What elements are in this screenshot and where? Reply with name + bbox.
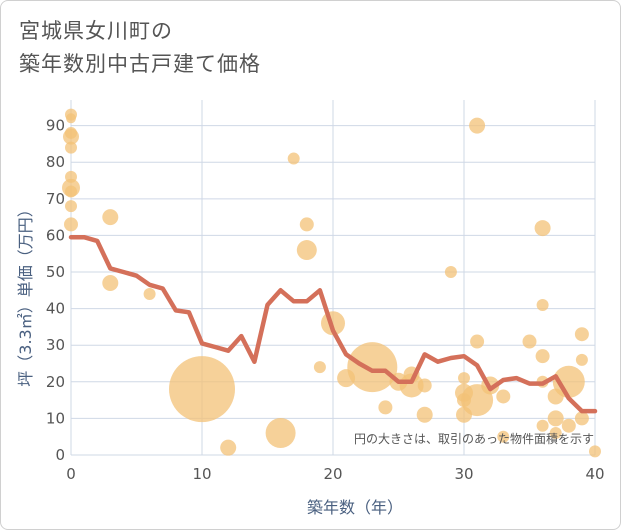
y-tick-label: 80 <box>46 153 65 171</box>
y-tick-label: 10 <box>46 409 65 427</box>
average-price-line <box>68 234 598 414</box>
x-axis-ticks: 0 10 20 30 40 <box>66 465 604 483</box>
bubble-layer <box>62 108 601 458</box>
y-tick-label: 40 <box>46 300 65 318</box>
data-bubble <box>470 334 485 349</box>
data-bubble <box>143 287 156 300</box>
data-bubble <box>444 266 457 279</box>
y-axis-title: 坪（3.3㎡）単価（万円） <box>16 201 35 386</box>
chart-title-line1: 宮城県女川町の <box>19 19 173 43</box>
x-tick-label: 30 <box>454 465 473 483</box>
data-bubble <box>458 372 470 385</box>
x-axis-title: 築年数（年） <box>307 498 403 517</box>
x-tick-label: 10 <box>192 465 211 483</box>
data-bubble <box>63 128 79 145</box>
data-bubble <box>547 410 564 427</box>
data-bubble <box>522 334 537 349</box>
data-bubble <box>497 430 510 443</box>
y-tick-label: 60 <box>46 226 65 244</box>
data-bubble <box>549 427 562 440</box>
x-tick-label: 40 <box>585 465 604 483</box>
y-tick-label: 70 <box>46 190 65 208</box>
y-tick-label: 50 <box>46 263 65 281</box>
data-bubble <box>574 411 589 426</box>
data-bubble <box>287 152 300 165</box>
chart-title: 宮城県女川町の 築年数別中古戸建て価格 <box>19 15 261 81</box>
data-bubble <box>399 373 424 398</box>
data-bubble <box>417 378 432 393</box>
data-bubble <box>102 274 119 291</box>
data-bubble <box>265 418 296 449</box>
data-bubble <box>536 419 549 432</box>
data-bubble <box>65 185 77 198</box>
chart-title-line2: 築年数別中古戸建て価格 <box>19 52 261 76</box>
data-bubble <box>416 406 433 423</box>
data-bubble <box>65 200 77 213</box>
data-bubble <box>102 209 119 226</box>
data-bubble <box>66 113 76 124</box>
data-bubble <box>64 217 78 232</box>
data-bubble <box>561 418 576 433</box>
x-tick-label: 20 <box>323 465 342 483</box>
data-bubble <box>378 400 393 415</box>
y-tick-label: 20 <box>46 373 65 391</box>
y-tick-label: 30 <box>46 336 65 354</box>
data-bubble <box>534 220 551 237</box>
data-bubble <box>575 353 588 366</box>
data-bubble <box>313 361 326 374</box>
data-bubble <box>552 365 585 398</box>
grid <box>70 100 596 456</box>
data-bubble <box>589 445 601 458</box>
data-bubble <box>347 342 398 393</box>
data-bubble <box>65 141 77 154</box>
data-bubble <box>296 240 317 261</box>
data-bubble <box>169 356 235 423</box>
y-tick-label: 0 <box>55 446 65 464</box>
y-axis-ticks: 0 10 20 30 40 50 60 70 80 90 <box>46 117 65 464</box>
data-bubble <box>574 327 589 342</box>
data-bubble <box>220 439 237 456</box>
bubble-size-note: 円の大きさは、取引のあった物件面積を示す <box>354 431 594 446</box>
data-bubble <box>535 349 550 364</box>
y-tick-label: 90 <box>46 117 65 135</box>
data-bubble <box>299 217 314 232</box>
x-tick-label: 0 <box>66 465 76 483</box>
data-bubble <box>536 298 549 311</box>
data-bubble <box>469 117 486 134</box>
data-bubble <box>496 389 511 404</box>
